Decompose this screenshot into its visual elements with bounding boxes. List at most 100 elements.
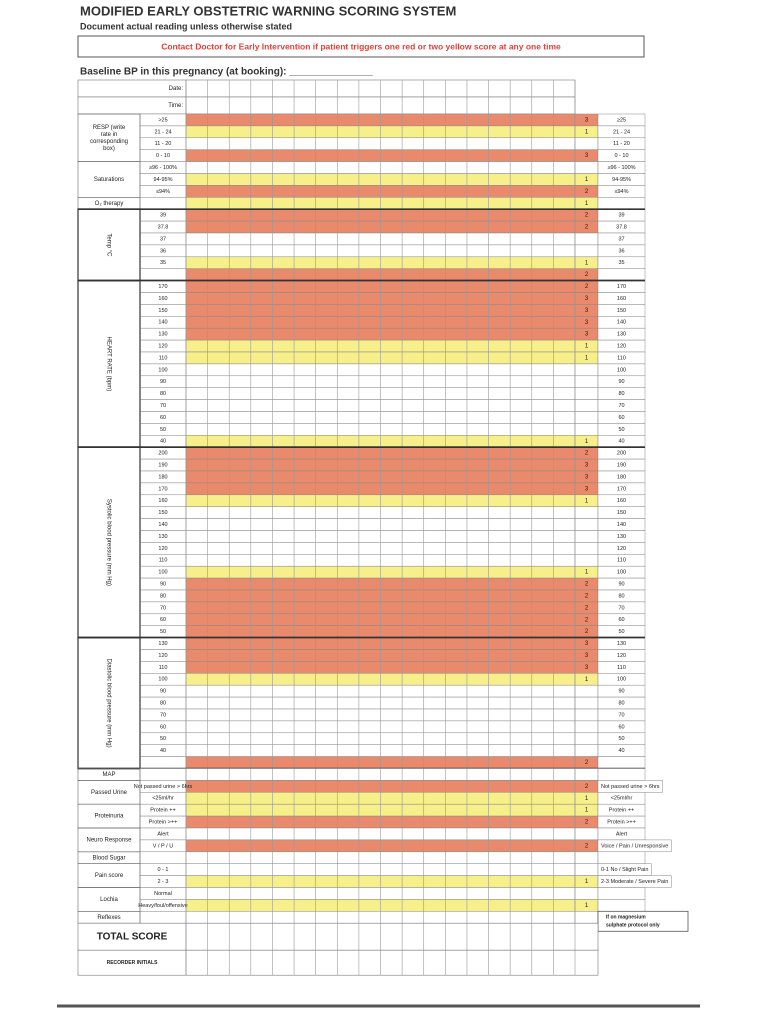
row-label: 120	[158, 653, 167, 659]
row-label: 170	[158, 284, 167, 290]
right-label: 150	[617, 510, 626, 516]
section-label: Blood Sugar	[92, 855, 125, 861]
right-label: 140	[617, 320, 626, 326]
row-label: 21 - 24	[154, 129, 171, 135]
right-label: 37	[618, 236, 624, 242]
row-label: Protein >++	[149, 820, 178, 826]
right-label: 70	[618, 403, 624, 409]
row-label: 80	[160, 593, 166, 599]
score-cell	[574, 542, 599, 555]
right-label: 11 - 20	[613, 141, 630, 147]
label-cell	[139, 197, 187, 210]
score-cell	[574, 518, 599, 531]
score-cell	[574, 411, 599, 424]
note-text: sulphate protocol only	[606, 923, 660, 929]
score-cell	[574, 684, 599, 698]
row-label: <25ml/hr	[152, 796, 174, 802]
section-label: MAP	[102, 772, 115, 778]
right-label: Not passed urine > 6hrs	[601, 784, 660, 790]
right-label: 50	[618, 427, 624, 433]
row-label: Normal	[154, 891, 172, 897]
score: 3	[585, 332, 589, 338]
section-label: O₂ therapy	[95, 201, 124, 207]
score: 3	[585, 653, 589, 659]
row-label: 70	[160, 403, 166, 409]
score: 2	[585, 617, 589, 623]
row-label: 36	[160, 248, 166, 254]
right-label: 50	[618, 629, 624, 635]
right-label: ≥25	[617, 117, 626, 123]
score: 3	[585, 320, 589, 326]
score: 3	[585, 475, 589, 481]
right-label: 21 - 24	[613, 129, 630, 135]
right-label: 40	[618, 439, 624, 445]
right-label: <25ml/hr	[611, 796, 633, 802]
score: 1	[585, 344, 589, 350]
score-cell	[574, 530, 599, 543]
score: 1	[585, 356, 589, 362]
right-label: 70	[618, 605, 624, 611]
right-label: 120	[617, 344, 626, 350]
right-label: 80	[618, 593, 624, 599]
right-label: 60	[618, 617, 624, 623]
score: 2	[585, 213, 589, 219]
row-label: 94-95%	[154, 177, 173, 183]
row-label: 60	[160, 617, 166, 623]
right-label: 0 - 10	[614, 153, 628, 159]
row-label: Protein ++	[150, 808, 175, 814]
right-label: 110	[617, 558, 626, 564]
right-label-cell	[597, 887, 646, 900]
row-label: Alert	[157, 831, 169, 837]
row-label: ≥96 - 100%	[149, 165, 177, 171]
row-label: 40	[160, 748, 166, 754]
score: 1	[585, 677, 589, 683]
subtitle: Document actual reading unless otherwise…	[80, 21, 292, 31]
score: 1	[585, 129, 589, 135]
score: 3	[585, 641, 589, 647]
section-label: box)	[103, 146, 115, 152]
right-label: Alert	[616, 831, 628, 837]
score-cell	[574, 768, 599, 781]
right-label: 110	[617, 665, 626, 671]
score: 3	[585, 296, 589, 302]
score-cell	[574, 387, 599, 400]
row-label: 150	[158, 510, 167, 516]
row-label: 80	[160, 391, 166, 397]
row-label: 0 - 10	[156, 153, 170, 159]
right-label: 80	[618, 701, 624, 707]
row-label: 100	[158, 677, 167, 683]
section-label: Proteinuria	[94, 814, 124, 820]
score: 3	[585, 308, 589, 314]
row-label: 140	[158, 522, 167, 528]
row-label: 0 - 1	[157, 867, 168, 873]
row-label: 160	[158, 498, 167, 504]
score: 1	[585, 808, 589, 814]
row-label: 180	[158, 474, 167, 480]
score: 3	[585, 486, 589, 492]
section-label: RESP (write	[93, 125, 126, 131]
right-label: Voice / Pain / Unresponsive	[601, 843, 668, 849]
row-label: 110	[159, 355, 168, 361]
score: 2	[585, 629, 589, 635]
score: 2	[585, 582, 589, 588]
right-label: 130	[617, 641, 626, 647]
score-cell	[574, 851, 599, 864]
section-label: Pain score	[95, 873, 124, 879]
label-cell	[139, 268, 187, 281]
right-label-cell	[597, 899, 646, 912]
score-cell	[574, 887, 599, 900]
right-label: 100	[617, 570, 626, 576]
row-label: V / P / U	[153, 843, 173, 849]
section-label: Saturations	[94, 177, 124, 183]
score: 3	[585, 118, 589, 124]
score: 1	[585, 177, 589, 183]
right-label-cell	[597, 268, 646, 281]
alert-box	[77, 35, 645, 58]
row-label: 50	[160, 736, 166, 742]
score-cell	[574, 911, 599, 924]
score: 2	[585, 820, 589, 826]
right-label: 110	[617, 355, 626, 361]
row-label: 160	[158, 296, 167, 302]
score-cell	[574, 696, 599, 710]
